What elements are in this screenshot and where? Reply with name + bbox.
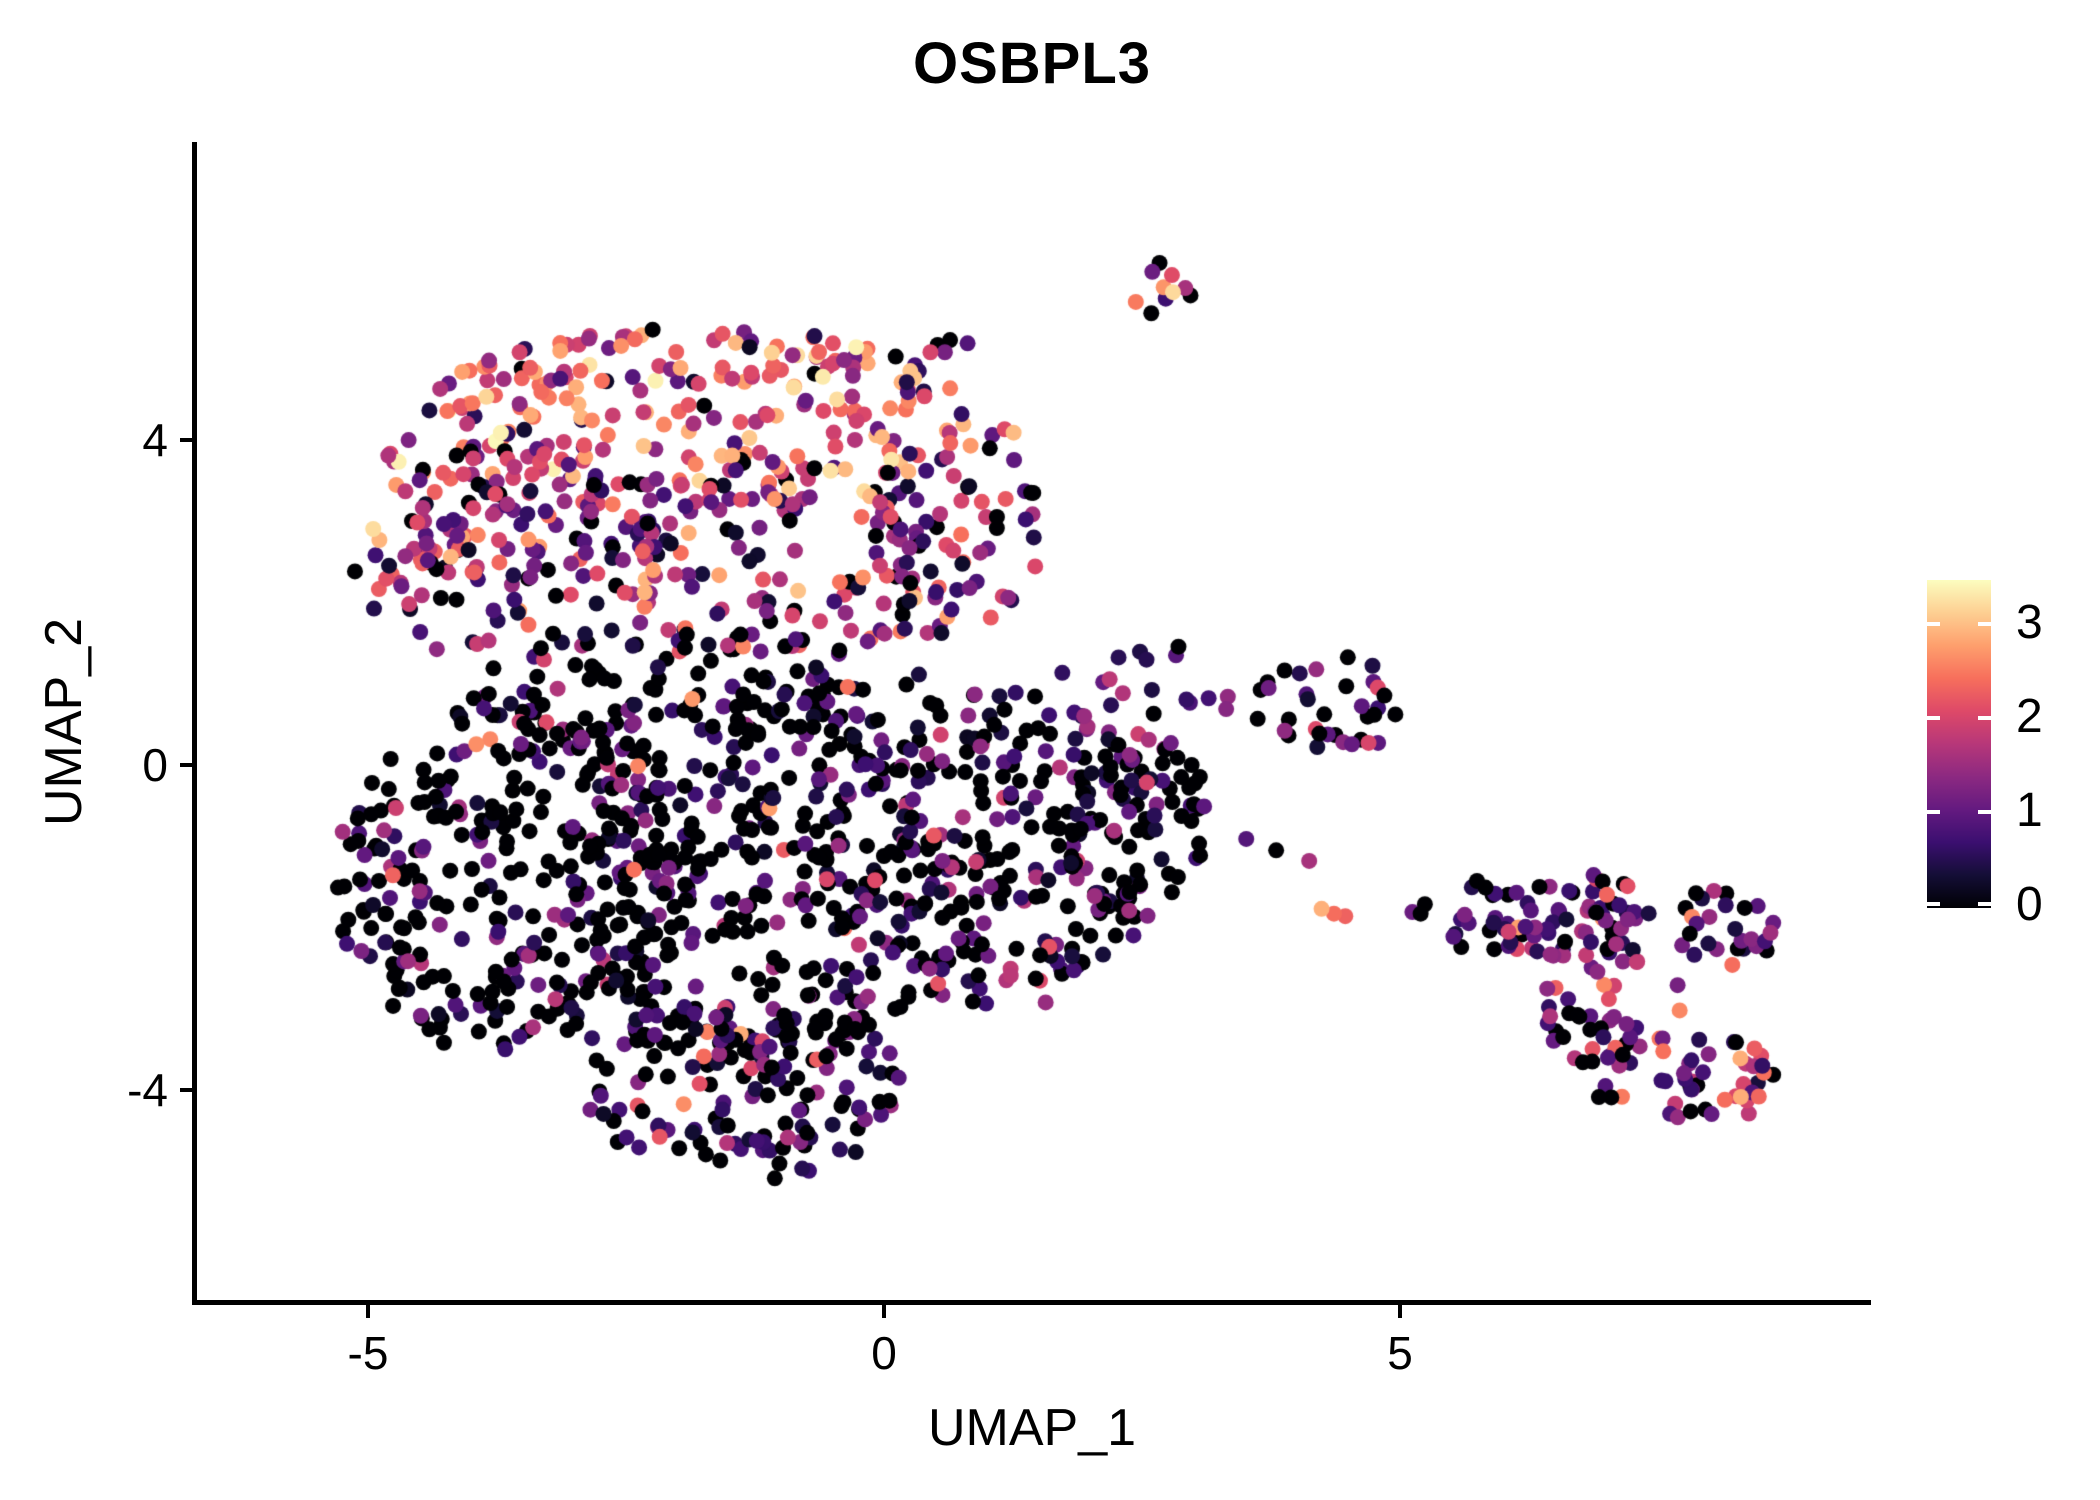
x-tick-label: 5 [1387, 1327, 1413, 1379]
x-tick-label: -5 [347, 1327, 389, 1379]
colorbar-tick [1927, 902, 1940, 906]
x-tick-label: 0 [871, 1327, 897, 1379]
colorbar-tick [1978, 902, 1991, 906]
x-axis-title: UMAP_1 [927, 1399, 1137, 1457]
y-tick-mark [180, 763, 193, 767]
colorbar-tick [1927, 810, 1940, 814]
plot-title: OSBPL3 [912, 31, 1152, 96]
colorbar-tick [1927, 622, 1940, 626]
y-tick-label: -4 [127, 1064, 168, 1116]
y-tick-mark [180, 1088, 193, 1092]
x-tick-mark [366, 1305, 370, 1318]
x-tick-mark [1398, 1305, 1402, 1318]
y-axis-title: UMAP_2 [35, 617, 93, 827]
colorbar-label: 1 [2016, 784, 2043, 837]
y-axis-line [192, 142, 197, 1305]
x-axis-line [192, 1300, 1871, 1305]
y-tick-label: 4 [142, 414, 168, 466]
y-tick-label: 0 [142, 739, 168, 791]
expression-colorbar [1927, 580, 1991, 908]
colorbar-label: 3 [2016, 596, 2043, 649]
colorbar-tick [1978, 716, 1991, 720]
colorbar-tick [1927, 716, 1940, 720]
y-tick-mark [180, 438, 193, 442]
colorbar-label: 2 [2016, 690, 2043, 743]
colorbar-tick [1978, 622, 1991, 626]
colorbar-tick [1978, 810, 1991, 814]
x-tick-mark [882, 1305, 886, 1318]
colorbar-label: 0 [2016, 878, 2043, 931]
